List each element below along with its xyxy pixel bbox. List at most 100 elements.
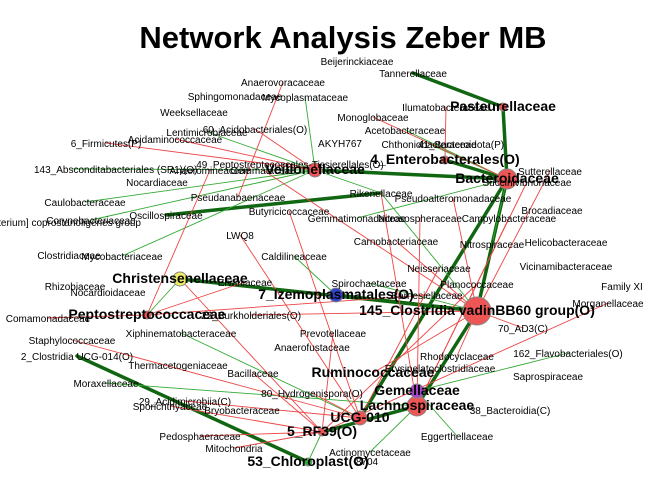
node-label: Gemmatimonadaceae	[308, 214, 407, 225]
diagram-title: Network Analysis Zeber MB	[139, 20, 547, 55]
node-label: Mitochondria	[205, 444, 263, 455]
node-label: Brocadiaceae	[521, 206, 583, 217]
node-label: Christensenellaceae	[112, 270, 248, 286]
negative-edge	[146, 169, 211, 316]
node-label: Oscillospiraceae	[129, 211, 203, 222]
node-label: 80_Hydrogenispora(O)	[261, 389, 363, 400]
node-label: Anaeromineaceae	[169, 166, 251, 177]
node-label: Erwiniaceae	[218, 278, 273, 289]
positive-edge	[180, 332, 361, 419]
node-marker[interactable]	[317, 427, 327, 437]
node-label: 49_Peptostreptococcales-Tissierellales(O…	[196, 160, 384, 171]
negative-edge	[321, 302, 609, 433]
negative-edge	[233, 431, 323, 449]
negative-edge	[359, 267, 440, 419]
positive-edge	[501, 105, 509, 181]
node-marker[interactable]	[496, 168, 518, 190]
node-label: Caulobacteraceae	[44, 198, 126, 209]
node-label: Campylobacteraceae	[462, 214, 557, 225]
node-label: Butyricicoccaceae	[249, 207, 330, 218]
positive-edge	[307, 431, 323, 463]
node-marker[interactable]	[328, 287, 344, 303]
negative-edge	[380, 192, 418, 407]
negative-edge	[184, 400, 361, 419]
node-label: Bryobacteraceae	[204, 406, 280, 417]
node-label: Nocardioidaceae	[70, 288, 145, 299]
node-label: Chthoniobacteraceae	[381, 140, 477, 151]
negative-edge	[321, 283, 478, 433]
node-label: Gemellaceae	[374, 382, 460, 398]
negative-edge	[199, 431, 323, 437]
node-label: Lachnospiraceae	[360, 397, 475, 413]
node-marker[interactable]	[142, 310, 152, 320]
node-label: Nitrosospheraceae	[378, 214, 462, 225]
node-marker[interactable]	[307, 162, 323, 178]
node-label: 2_Clostridia UCG-014(O)	[21, 352, 133, 363]
node-label: Anaerofustaceae	[274, 343, 350, 354]
positive-edge	[334, 293, 479, 313]
node-label: 6_Firmicutes(P)	[71, 139, 142, 150]
node-label: Vicinamibacteraceae	[520, 262, 613, 273]
node-marker[interactable]	[498, 102, 508, 112]
node-marker[interactable]	[172, 271, 188, 287]
positive-edge	[415, 309, 479, 408]
node-label: Caldilineaceae	[261, 252, 327, 263]
positive-edge	[411, 71, 505, 109]
positive-edge	[491, 178, 508, 245]
node-label: 70_AD3(C)	[498, 324, 548, 335]
negative-edge	[71, 339, 361, 419]
node-label: Acetobacteraceae	[365, 126, 446, 137]
node-label: Moraxellaceae	[73, 379, 138, 390]
positive-edge	[304, 96, 316, 171]
node-label: Spirochaetaceae	[331, 279, 406, 290]
node-label: Tannerellaceae	[379, 69, 447, 80]
negative-edge	[105, 142, 316, 171]
node-label: Xiphinematobacteraceae	[126, 329, 237, 340]
node-label: 162_Flavobacteriales(O)	[513, 349, 623, 360]
node-label: Neisseriaceae	[407, 264, 471, 275]
node-label: Beijerinckiaceae	[321, 57, 394, 68]
node-label: Sutterellaceae	[518, 167, 582, 178]
node-label: 143_Absconditabacteriales (SR1)(O)	[34, 165, 197, 176]
node-label: Nocardiaceae	[126, 178, 188, 189]
negative-edge	[372, 116, 508, 180]
edge-layer	[47, 71, 609, 464]
node-label: 38_Bacteroidia(C)	[470, 406, 551, 417]
node-label: 22_Burkholderiales(O)	[201, 311, 301, 322]
negative-edge	[395, 240, 478, 312]
node-marker[interactable]	[303, 457, 313, 467]
node-label: 8704	[356, 457, 379, 468]
node-label: Monoglobaceae	[337, 113, 409, 124]
negative-edge	[237, 81, 284, 198]
node-label: Sphingomonadaceae	[188, 92, 283, 103]
node-label: Bacillaceae	[227, 369, 279, 380]
node-label: Rhizobiaceae	[45, 282, 106, 293]
negative-edge	[239, 234, 361, 419]
negative-edge	[47, 314, 148, 319]
node-label: Veillonellaceae	[265, 161, 365, 177]
node-marker[interactable]	[440, 155, 450, 165]
negative-edge	[476, 170, 551, 312]
negative-edge	[174, 138, 316, 171]
positive-edge	[206, 131, 382, 194]
node-label: Actinomycetaceae	[329, 448, 411, 459]
node-label: Sporichthyaceae	[133, 402, 208, 413]
negative-edge	[169, 405, 323, 433]
node-marker[interactable]	[462, 296, 492, 326]
node-label: Weeksellaceae	[160, 108, 228, 119]
node-marker[interactable]	[409, 383, 425, 399]
negative-edge	[254, 128, 316, 171]
node-label: Pseudanabaenaceae	[191, 193, 286, 204]
node-label: Barnesiellaceae	[391, 291, 463, 302]
node-label: 5_RF39(O)	[287, 423, 357, 439]
node-label: Helicobacteraceae	[525, 238, 608, 249]
node-label: Peptostreptococcaceae	[68, 306, 225, 322]
positive-edge	[443, 158, 509, 181]
positive-edge	[293, 255, 337, 296]
node-label: Rhodocyclaceae	[420, 352, 494, 363]
positive-edge	[84, 169, 316, 203]
positive-edge	[164, 191, 383, 217]
node-marker[interactable]	[352, 410, 368, 426]
node-label: Thermacetogeniaceae	[128, 361, 228, 372]
